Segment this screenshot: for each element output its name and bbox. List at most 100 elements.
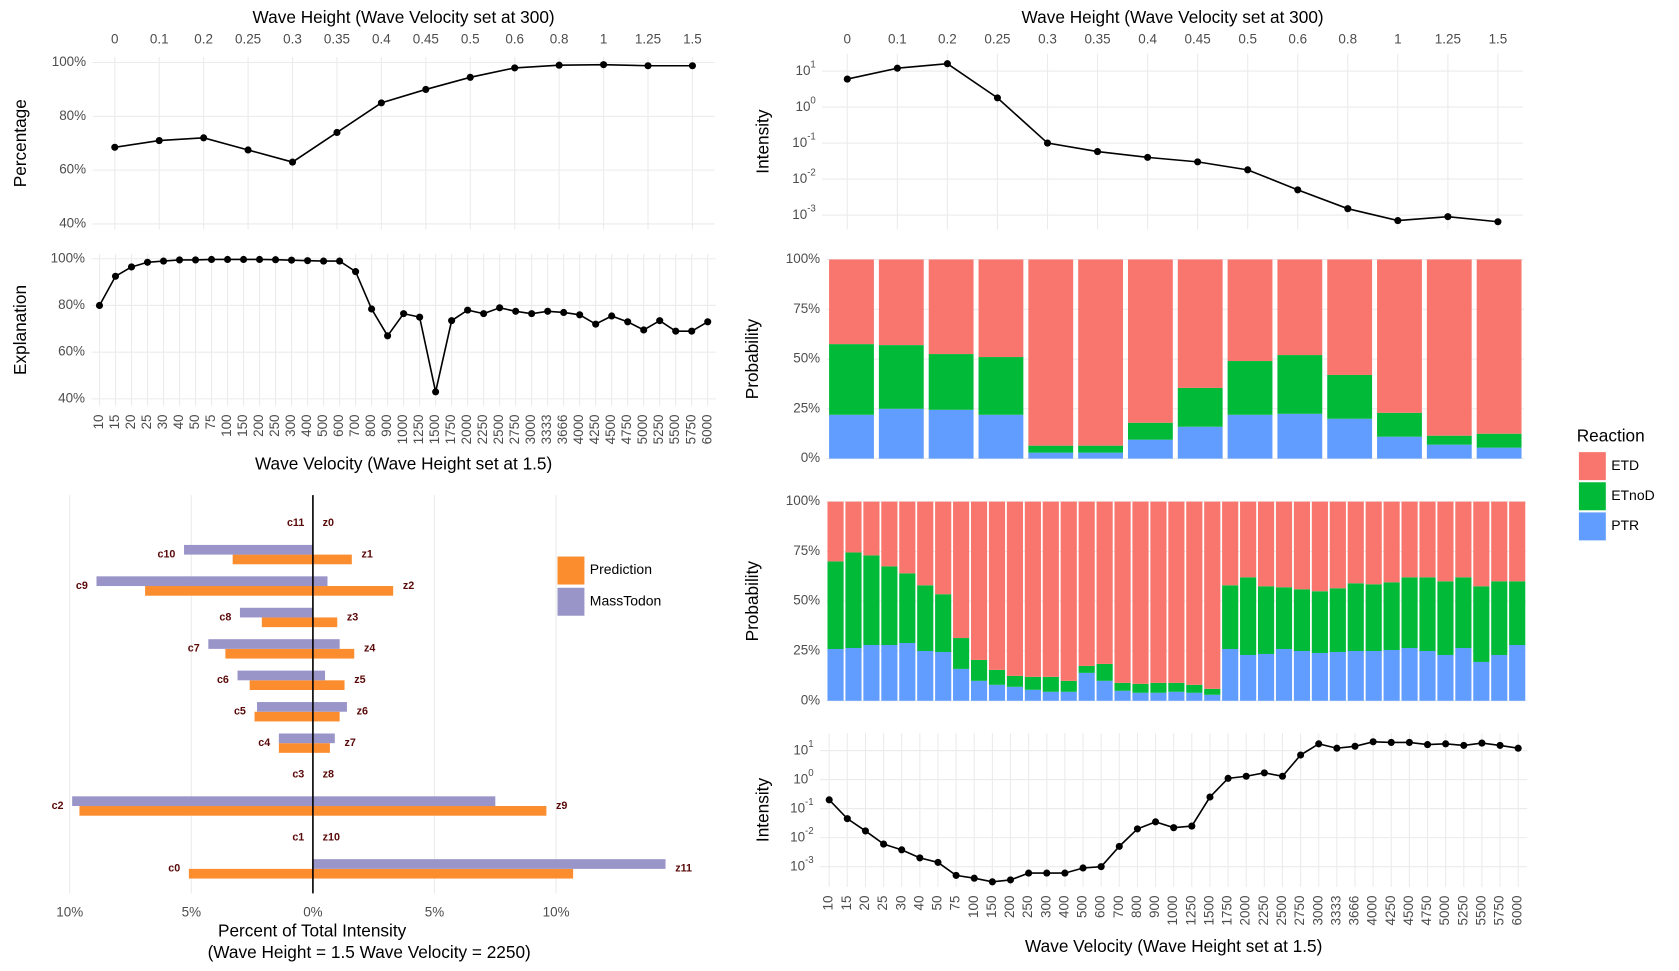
bar-segment: [1186, 692, 1203, 701]
bar-segment: [935, 501, 952, 595]
x-tick-label: 4750: [619, 414, 634, 444]
ion-label: c2: [52, 800, 64, 812]
x-tick-label: 2500: [491, 414, 506, 444]
ion-label: c7: [188, 643, 200, 655]
bar-segment: [1455, 647, 1472, 701]
bar: [188, 868, 313, 879]
x-tick-label: 10: [91, 414, 106, 429]
bar-segment: [1257, 586, 1275, 654]
bar-segment: [1426, 444, 1472, 459]
bar-segment: [1204, 501, 1221, 689]
x-tick-label: 2000: [459, 414, 474, 444]
bar-segment: [988, 684, 1006, 701]
bar: [312, 680, 345, 690]
x-tick-label: 50: [930, 896, 945, 911]
x-tick-label: 1000: [1165, 896, 1180, 926]
y-tick-label: 40%: [59, 216, 86, 231]
bar-segment: [827, 561, 844, 649]
point: [704, 318, 712, 326]
bar-segment: [1437, 501, 1454, 582]
point: [1133, 825, 1141, 833]
y-tick-label: 75%: [793, 543, 820, 558]
point: [644, 62, 652, 70]
bar-segment: [845, 501, 862, 553]
bar-segment: [1377, 436, 1422, 459]
point: [1244, 166, 1252, 174]
bar-segment: [1426, 435, 1472, 445]
point: [244, 146, 252, 154]
point: [1115, 842, 1123, 850]
bar-segment: [1365, 650, 1382, 701]
x-tick-label: 0.4: [1138, 31, 1157, 46]
point: [1387, 738, 1395, 746]
point: [1460, 741, 1468, 749]
x-tick-label: 10%: [543, 904, 570, 919]
point: [304, 257, 312, 265]
point: [466, 73, 474, 81]
bar-segment: [829, 259, 874, 345]
x-tick-label: 5%: [425, 904, 444, 919]
point: [1152, 818, 1160, 826]
x-tick-label: 800: [1129, 896, 1144, 918]
point: [1333, 744, 1341, 752]
bar-segment: [1227, 259, 1273, 362]
bar-segment: [1024, 676, 1041, 690]
legend-title: Reaction: [1577, 426, 1645, 446]
bar-segment: [953, 668, 970, 701]
point: [893, 64, 901, 72]
x-tick-label: 2250: [475, 414, 490, 444]
ion-label: c4: [258, 737, 270, 749]
bar-segment: [863, 501, 880, 556]
x-tick-label: 5750: [1492, 896, 1507, 926]
x-tick-label: 0.35: [1084, 31, 1110, 46]
point: [1394, 217, 1402, 225]
bar-segment: [1491, 581, 1508, 655]
bar-segment: [978, 357, 1024, 415]
x-tick-label: 1: [1394, 31, 1401, 46]
bar: [254, 711, 313, 722]
bar-segment: [881, 566, 898, 646]
x-tick-label: 4000: [571, 414, 586, 444]
ion-label: c3: [292, 768, 304, 780]
x-tick-label: 5500: [667, 414, 682, 444]
bar-segment: [1347, 650, 1364, 701]
bar-segment: [1132, 501, 1149, 684]
point: [1043, 139, 1052, 147]
x-tick-label: 20: [857, 896, 872, 911]
point: [1294, 186, 1302, 194]
bar-segment: [1275, 501, 1293, 588]
bar-segment: [1473, 586, 1490, 662]
x-tick-label: 25: [139, 414, 154, 429]
bar-segment: [1024, 501, 1041, 677]
bar-segment: [1114, 690, 1131, 701]
x-tick-label: 250: [267, 414, 282, 436]
bar: [208, 639, 313, 649]
bar-segment: [1383, 501, 1400, 583]
x-tick-label: 3333: [1328, 896, 1343, 926]
bar: [312, 796, 496, 807]
point: [432, 388, 440, 396]
bar-segment: [970, 680, 988, 701]
x-tick-label: 4250: [1383, 896, 1398, 926]
bar-segment: [1329, 651, 1346, 701]
bar-segment: [1006, 675, 1024, 687]
bar-segment: [1365, 584, 1382, 651]
ion-label: z7: [344, 737, 355, 749]
bar-segment: [1277, 355, 1323, 414]
point: [880, 840, 888, 848]
bar-segment: [1257, 653, 1275, 701]
point: [1351, 742, 1359, 750]
y-tick-label: 80%: [59, 108, 86, 123]
bar: [225, 648, 313, 659]
point: [143, 258, 152, 266]
point: [576, 311, 584, 319]
point: [934, 858, 942, 866]
point: [422, 85, 430, 93]
bar-segment: [1293, 501, 1311, 590]
bar-segment: [1096, 501, 1113, 664]
ion-label: z2: [403, 580, 414, 592]
bar: [312, 586, 394, 596]
bar-segment: [1060, 680, 1077, 692]
ion-label: z1: [362, 548, 373, 560]
y-tick-label: 100%: [51, 250, 85, 265]
